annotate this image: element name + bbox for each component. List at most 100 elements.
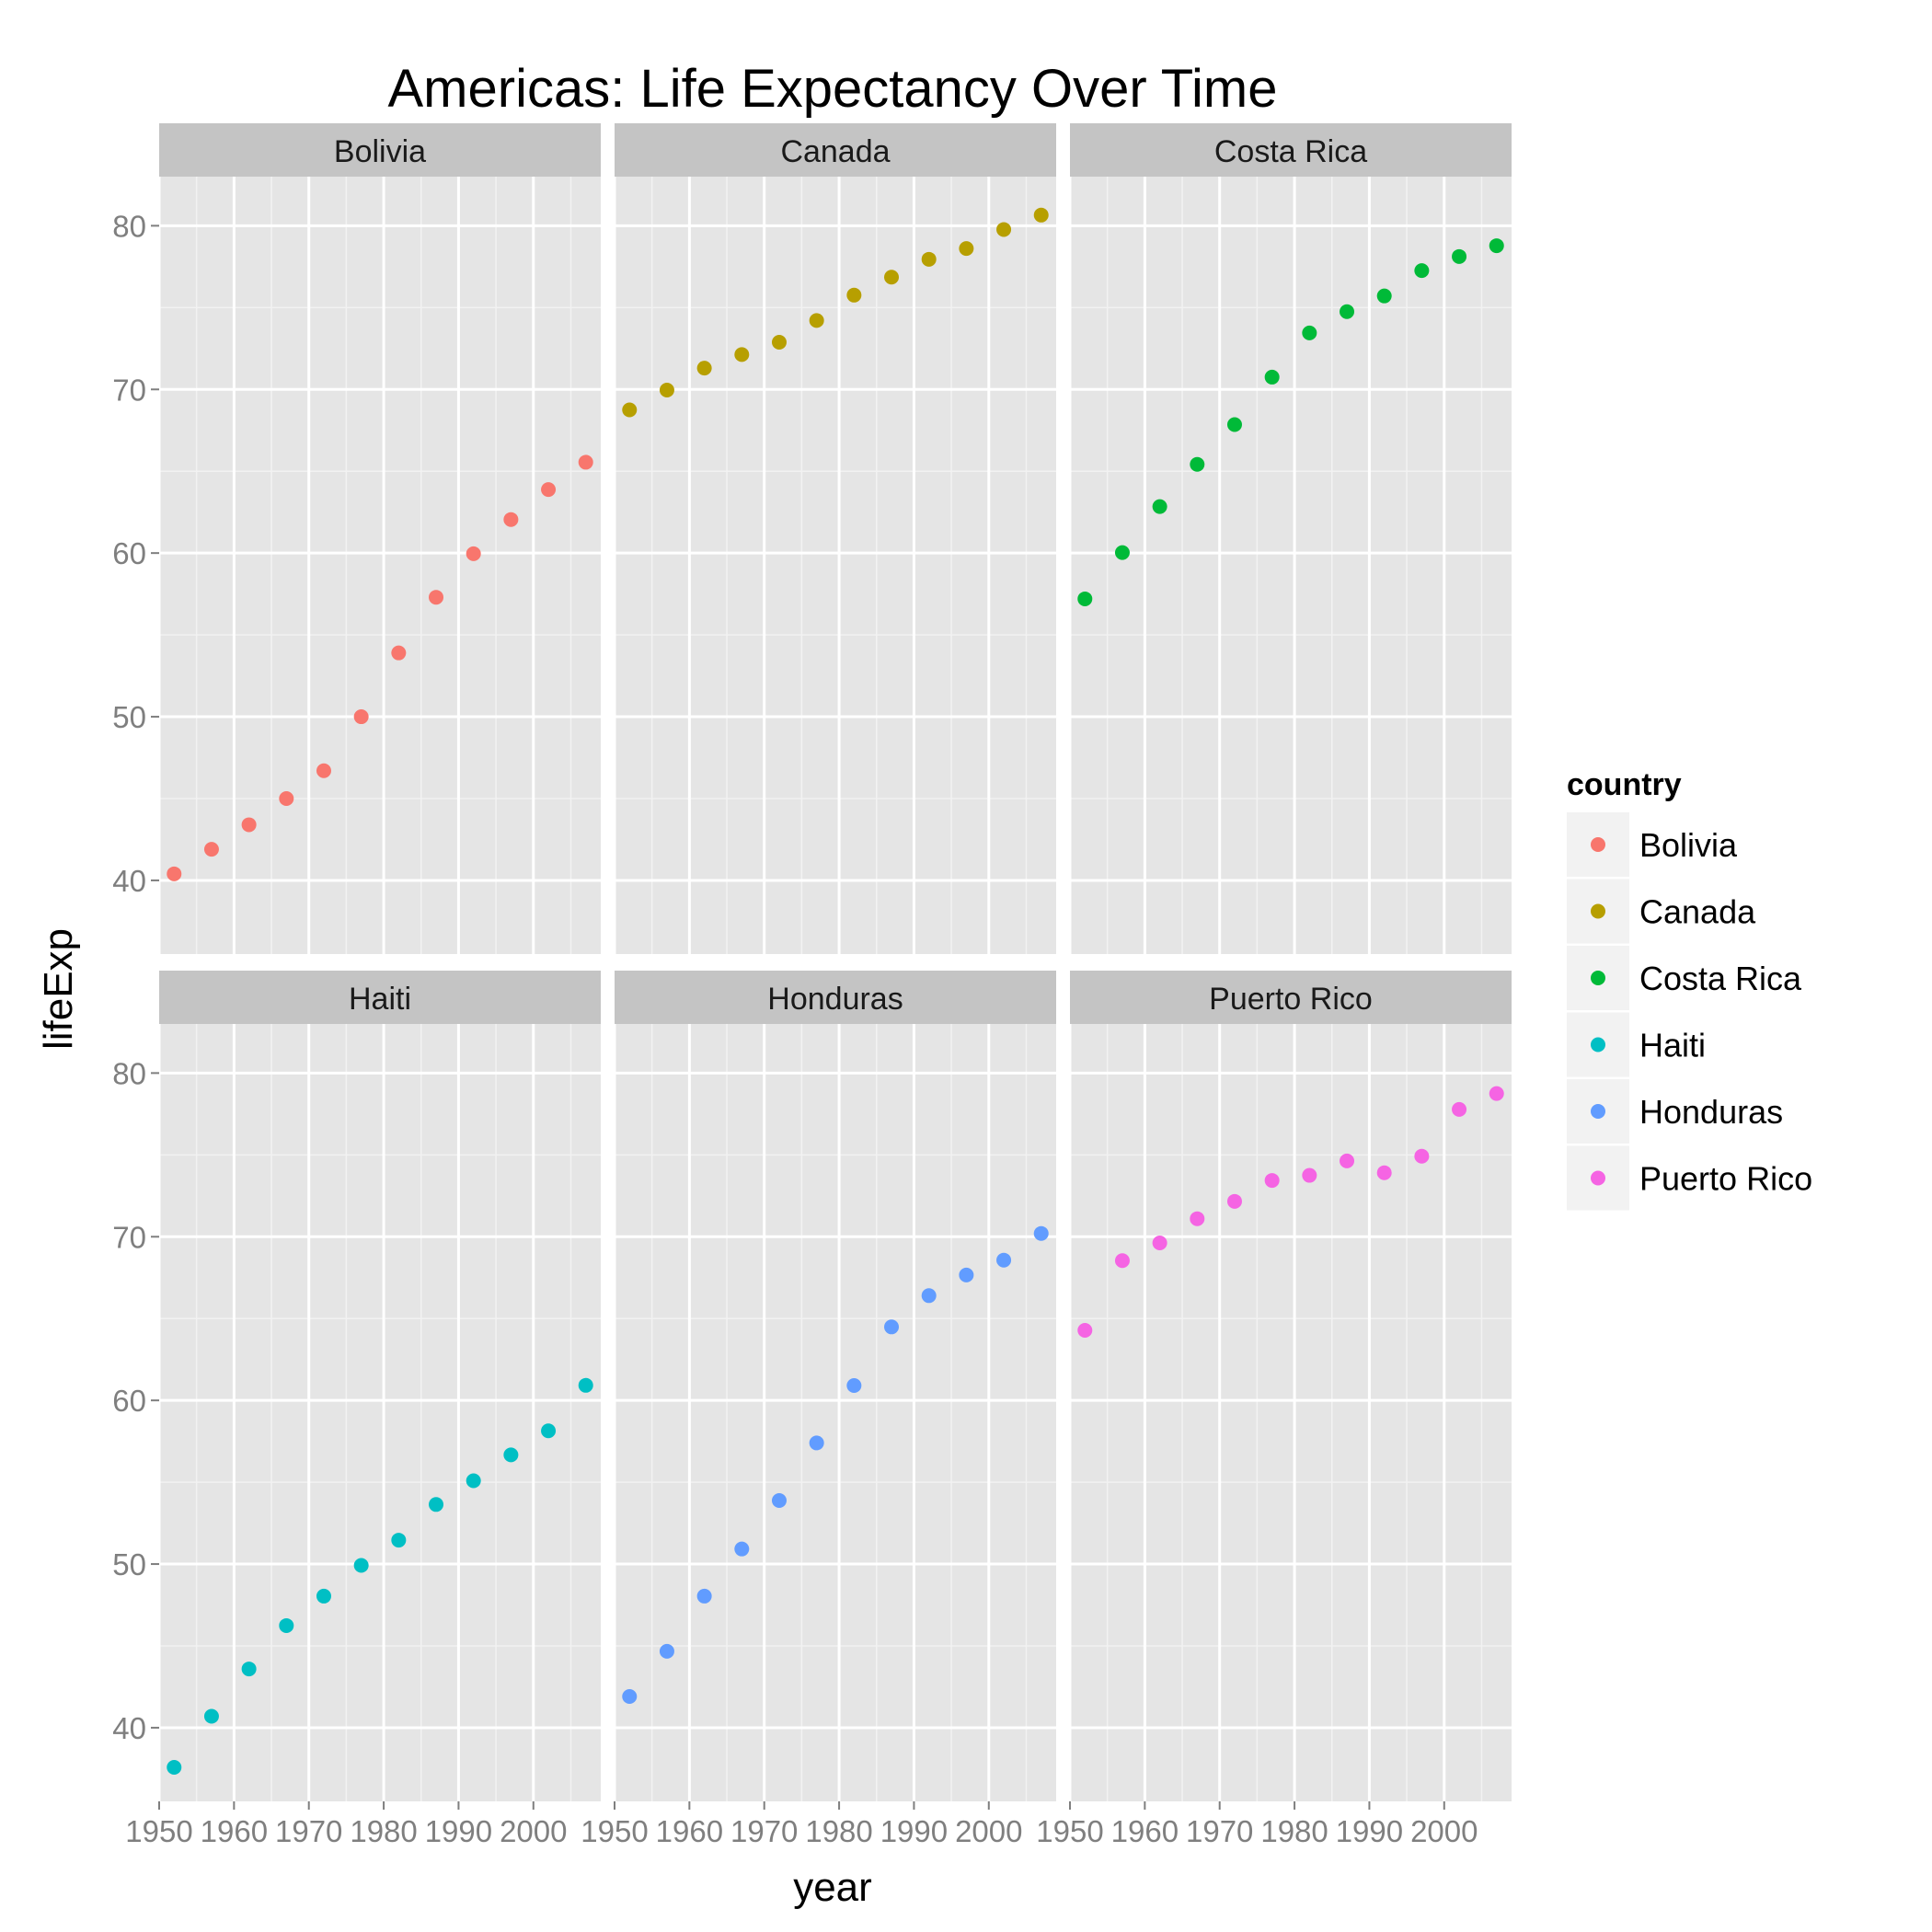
y-tick-label: 80	[112, 209, 146, 243]
data-point-haiti	[167, 1759, 182, 1775]
legend-key-dot	[1591, 1104, 1605, 1119]
y-tick-label: 50	[112, 1547, 146, 1581]
data-point-haiti	[429, 1497, 444, 1512]
data-point-haiti	[241, 1662, 257, 1677]
legend-key-dot	[1591, 971, 1605, 985]
data-point-honduras	[622, 1688, 638, 1704]
facet-strip-label: Puerto Rico	[1209, 982, 1373, 1017]
legend: country Bolivia Canada Costa Rica Haiti Hondu…	[1567, 767, 1812, 1211]
legend-item-costa-rica: Costa Rica	[1567, 946, 1802, 1010]
facet-strip-label: Haiti	[349, 982, 411, 1017]
data-point-haiti	[203, 1708, 219, 1724]
x-tick-label: 1970	[730, 1814, 798, 1848]
x-tick-label: 1960	[1111, 1814, 1179, 1848]
data-point-costa-rica	[1376, 288, 1392, 304]
data-point-canada	[809, 313, 824, 328]
y-axis-title: lifeExp	[36, 928, 81, 1050]
legend-label: Canada	[1639, 893, 1756, 931]
data-point-canada	[622, 402, 638, 418]
x-tick-label: 1990	[1336, 1814, 1403, 1848]
data-point-bolivia	[241, 817, 257, 833]
data-point-honduras	[996, 1252, 1012, 1268]
data-point-costa-rica	[1226, 417, 1242, 432]
data-point-canada	[846, 287, 862, 303]
facet-strip	[159, 123, 601, 177]
data-point-haiti	[316, 1588, 331, 1604]
facet-strip-label: Costa Rica	[1214, 134, 1367, 169]
facet-panel-costa-rica: Costa Rica	[1068, 123, 1512, 954]
facet-strip	[1070, 123, 1512, 177]
data-point-canada	[659, 382, 674, 397]
data-point-honduras	[771, 1493, 787, 1509]
x-tick-label: 2000	[500, 1814, 567, 1848]
data-point-haiti	[279, 1617, 294, 1633]
legend-item-bolivia: Bolivia	[1567, 812, 1738, 877]
data-point-haiti	[466, 1473, 481, 1489]
x-axis-title: year	[793, 1865, 872, 1910]
data-point-costa-rica	[1114, 545, 1130, 560]
data-point-bolivia	[167, 866, 182, 881]
data-point-costa-rica	[1302, 325, 1317, 340]
data-point-bolivia	[466, 546, 481, 561]
data-point-costa-rica	[1452, 248, 1467, 264]
data-point-canada	[884, 270, 900, 285]
legend-item-haiti: Haiti	[1567, 1012, 1706, 1077]
data-point-honduras	[921, 1288, 937, 1304]
legend-key-dot	[1591, 903, 1605, 919]
legend-item-puerto-rico: Puerto Rico	[1567, 1145, 1812, 1211]
facet-strip	[1070, 971, 1512, 1024]
y-tick-label: 60	[112, 536, 146, 570]
data-point-puerto-rico	[1489, 1086, 1504, 1101]
data-point-canada	[771, 335, 787, 351]
legend-key-dot	[1591, 1037, 1605, 1052]
data-point-honduras	[846, 1377, 862, 1393]
chart-title: Americas: Life Expectancy Over Time	[388, 59, 1278, 119]
x-tick-label: 1960	[201, 1814, 268, 1848]
data-point-canada	[996, 222, 1012, 237]
data-point-haiti	[578, 1377, 593, 1393]
facet-panel-bolivia: Bolivia	[157, 123, 601, 954]
legend-label: Haiti	[1639, 1027, 1706, 1064]
data-point-honduras	[696, 1588, 712, 1604]
legend-title: country	[1567, 767, 1682, 802]
y-tick-label: 40	[112, 1711, 146, 1745]
data-point-bolivia	[316, 763, 331, 778]
data-point-honduras	[884, 1319, 900, 1335]
data-point-canada	[1033, 207, 1049, 223]
facet-panel-honduras: Honduras	[613, 971, 1056, 1801]
data-point-bolivia	[503, 512, 519, 527]
data-point-bolivia	[391, 645, 407, 661]
x-tick-label: 1950	[1036, 1814, 1103, 1848]
x-tick-label: 1990	[880, 1814, 948, 1848]
facet-panel-haiti: Haiti	[157, 971, 601, 1801]
data-point-honduras	[1033, 1225, 1049, 1241]
y-tick-label: 70	[112, 373, 146, 407]
facet-strip-label: Bolivia	[334, 134, 426, 169]
data-point-puerto-rico	[1414, 1148, 1430, 1164]
y-tick-label: 70	[112, 1220, 146, 1254]
data-point-canada	[696, 361, 712, 376]
legend-item-canada: Canada	[1567, 879, 1756, 944]
facet-strip-label: Canada	[780, 134, 890, 169]
legend-label: Honduras	[1639, 1093, 1783, 1131]
legend-label: Puerto Rico	[1639, 1160, 1812, 1198]
data-point-bolivia	[578, 454, 593, 470]
data-point-haiti	[541, 1423, 557, 1439]
facet-panels: Bolivia Canada Costa Rica Haiti Honduras Puer…	[157, 123, 1512, 1801]
x-tick-label: 1980	[805, 1814, 872, 1848]
facet-panel-canada: Canada	[613, 123, 1056, 954]
legend-key-dot	[1591, 837, 1605, 852]
data-point-canada	[921, 251, 937, 267]
data-point-puerto-rico	[1452, 1101, 1467, 1117]
data-point-honduras	[659, 1643, 674, 1659]
data-point-costa-rica	[1190, 456, 1205, 472]
x-tick-label: 1980	[1260, 1814, 1328, 1848]
data-point-costa-rica	[1264, 369, 1280, 385]
y-tick-label: 80	[112, 1056, 146, 1090]
legend-key-dot	[1591, 1170, 1605, 1186]
data-point-bolivia	[279, 791, 294, 806]
data-point-bolivia	[353, 709, 369, 725]
facet-strip	[615, 123, 1056, 177]
data-point-canada	[734, 347, 750, 362]
